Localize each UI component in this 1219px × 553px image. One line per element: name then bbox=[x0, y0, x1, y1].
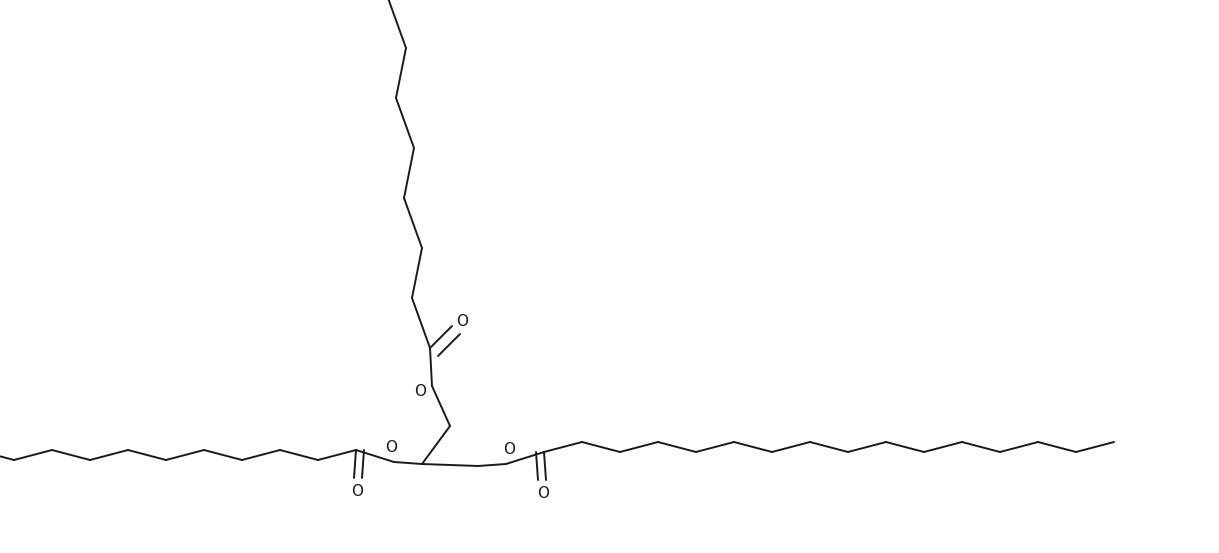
Text: O: O bbox=[351, 484, 363, 499]
Text: O: O bbox=[414, 383, 425, 399]
Text: O: O bbox=[385, 441, 397, 456]
Text: O: O bbox=[456, 314, 468, 328]
Text: O: O bbox=[538, 487, 549, 502]
Text: O: O bbox=[503, 442, 514, 457]
